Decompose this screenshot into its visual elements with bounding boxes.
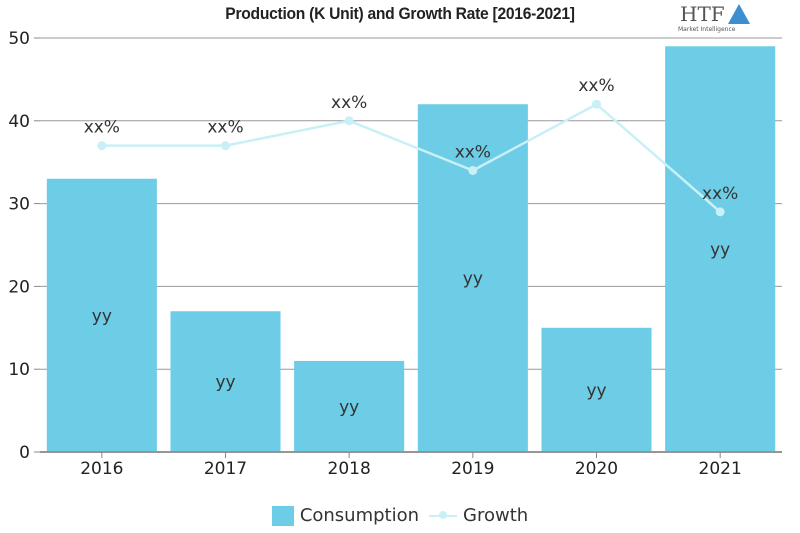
bar-2021 bbox=[665, 46, 776, 452]
logo-mark-icon bbox=[728, 4, 750, 24]
x-tick-label: 2017 bbox=[204, 459, 247, 479]
growth-line bbox=[101, 102, 721, 213]
growth-point bbox=[221, 141, 230, 151]
bar-2017 bbox=[170, 311, 281, 452]
logo-text: HTF bbox=[680, 2, 725, 26]
growth-point bbox=[344, 116, 354, 126]
x-tick-label: 2019 bbox=[451, 459, 494, 479]
y-tick-label: 10 bbox=[8, 360, 30, 380]
bar-label: yy bbox=[710, 240, 730, 260]
bar-2019 bbox=[417, 104, 528, 453]
y-tick-label: 40 bbox=[8, 112, 30, 132]
y-tick-label: 20 bbox=[8, 277, 30, 297]
y-tick-label: 50 bbox=[8, 29, 30, 49]
legend-growth[interactable]: Growth bbox=[429, 505, 528, 526]
y-tick-label: 0 bbox=[19, 443, 30, 463]
growth-label: xx% bbox=[207, 118, 243, 138]
htf-logo: HTF Market Intelligence bbox=[676, 2, 776, 36]
consumption-swatch-icon bbox=[271, 506, 294, 526]
chart-title: Production (K Unit) and Growth Rate [201… bbox=[225, 4, 575, 23]
x-tick-label: 2021 bbox=[699, 459, 742, 479]
x-tick-label: 2020 bbox=[575, 459, 618, 479]
growth-point bbox=[97, 141, 107, 151]
growth-point bbox=[468, 165, 478, 175]
bar-2016 bbox=[46, 178, 157, 452]
bar-2020 bbox=[541, 327, 652, 452]
bar-label: yy bbox=[92, 306, 112, 326]
growth-point bbox=[715, 207, 725, 217]
x-tick-label: 2016 bbox=[80, 459, 123, 479]
legend: Consumption Growth bbox=[0, 505, 800, 526]
growth-label: xx% bbox=[84, 118, 120, 138]
x-tick-label: 2018 bbox=[328, 459, 371, 479]
bar-label: yy bbox=[586, 381, 606, 401]
growth-label: xx% bbox=[578, 76, 614, 96]
growth-label: xx% bbox=[455, 142, 491, 162]
bar-label: yy bbox=[215, 373, 235, 393]
legend-consumption[interactable]: Consumption bbox=[271, 505, 419, 526]
bar-2018 bbox=[294, 360, 405, 452]
growth-label: xx% bbox=[702, 184, 738, 204]
growth-line-icon bbox=[429, 511, 458, 519]
bar-label: yy bbox=[463, 269, 483, 289]
y-tick-label: 30 bbox=[8, 195, 30, 215]
bar-label: yy bbox=[339, 397, 359, 417]
growth-label: xx% bbox=[331, 93, 367, 113]
growth-point bbox=[592, 99, 601, 109]
logo-subtext: Market Intelligence bbox=[678, 26, 736, 33]
